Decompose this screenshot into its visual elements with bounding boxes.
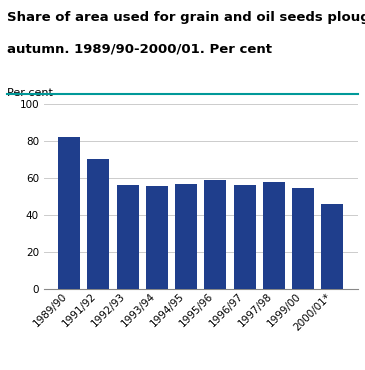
Text: autumn. 1989/90-2000/01. Per cent: autumn. 1989/90-2000/01. Per cent	[7, 43, 272, 56]
Bar	[146, 186, 168, 289]
Bar	[234, 185, 255, 289]
Bar	[263, 182, 285, 289]
Bar	[292, 188, 314, 289]
Text: Share of area used for grain and oil seeds ploughed in: Share of area used for grain and oil see…	[7, 11, 365, 24]
Bar	[116, 185, 139, 289]
Bar	[175, 184, 197, 289]
Bar	[58, 137, 80, 289]
Bar	[322, 204, 343, 289]
Bar	[204, 180, 226, 289]
Text: Per cent: Per cent	[7, 88, 53, 98]
Bar	[87, 159, 109, 289]
